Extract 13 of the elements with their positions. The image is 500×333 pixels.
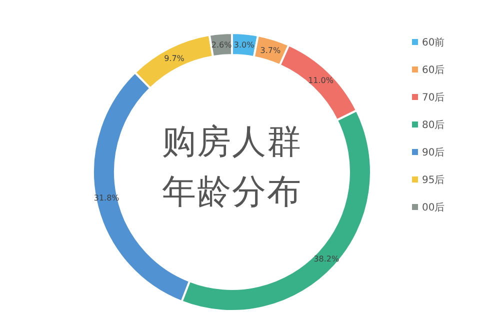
legend-label: 95后	[422, 174, 445, 186]
legend-label: 90后	[422, 146, 445, 158]
legend-label: 00后	[422, 202, 445, 214]
legend-label: 60前	[422, 36, 445, 48]
data-label: 9.7%	[164, 54, 185, 63]
data-label: 3.0%	[234, 40, 255, 50]
data-label: 38.2%	[314, 254, 340, 264]
legend-label: 70后	[422, 92, 445, 104]
legend-label: 80后	[422, 119, 445, 131]
text: 购房人群年龄分布	[161, 121, 303, 214]
data-label: 3.7%	[260, 46, 281, 55]
data-label: 11.0%	[308, 76, 334, 85]
legend-label: 60后	[422, 64, 445, 76]
